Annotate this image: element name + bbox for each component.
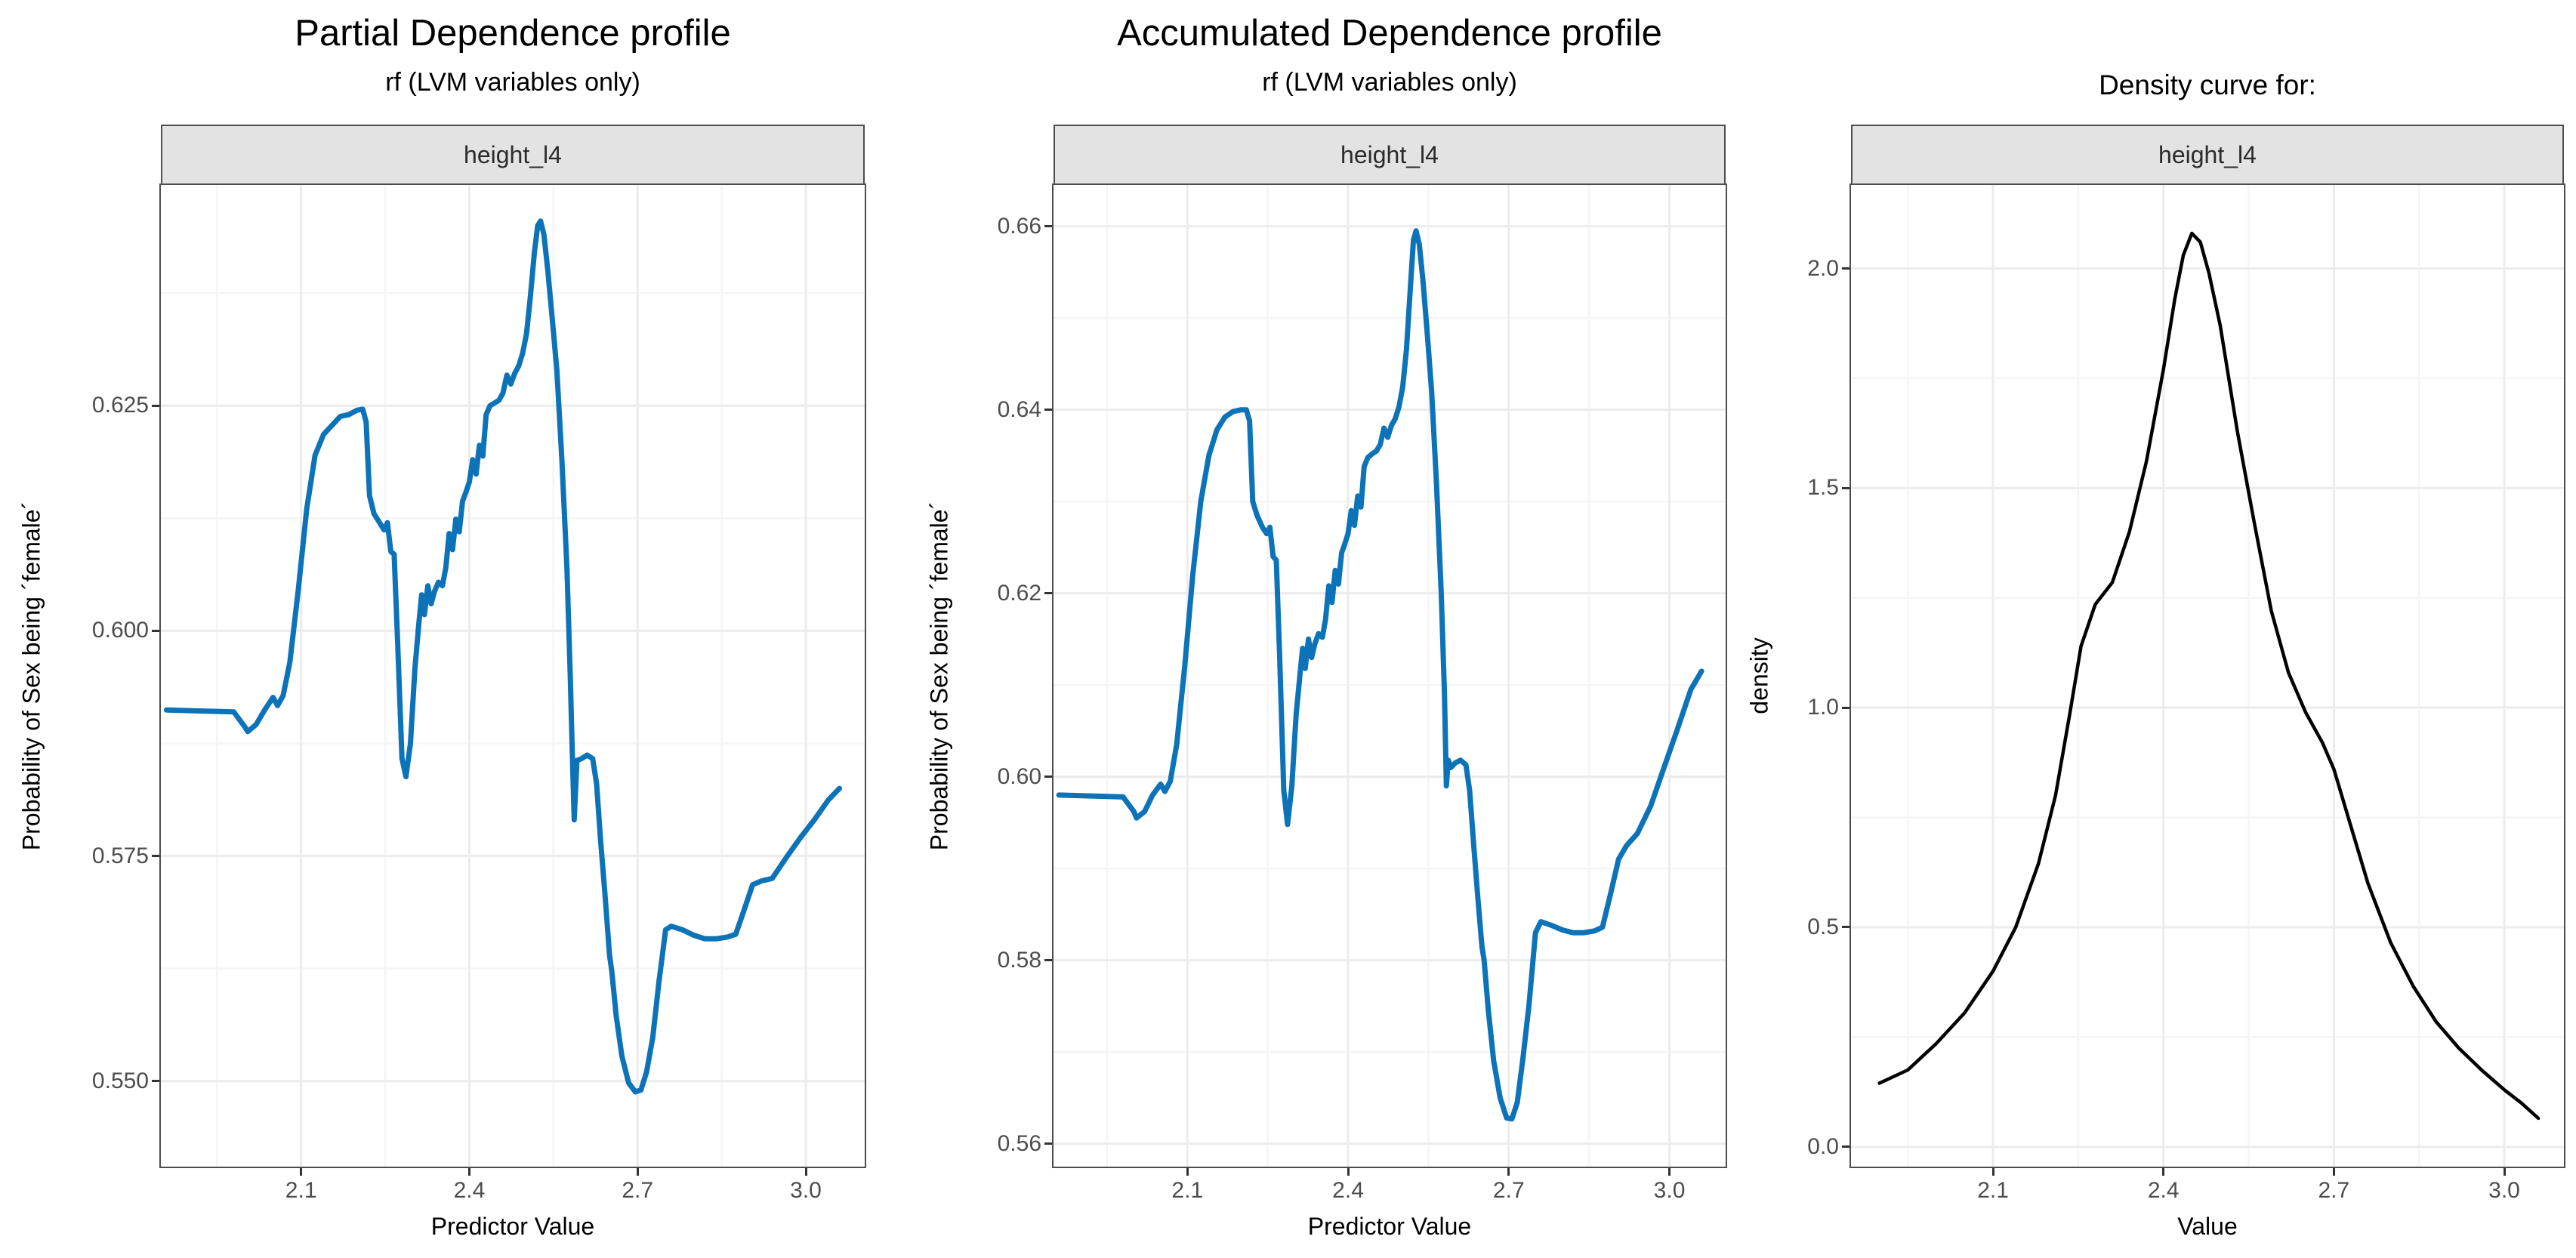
y-tick-mark: [1842, 706, 1849, 709]
x-tick-mark: [2503, 1168, 2506, 1176]
x-tick-label: 2.4: [453, 1178, 486, 1203]
facet-strip-label: height_l4: [464, 140, 562, 168]
facet-strip: height_l4: [1851, 125, 2564, 185]
x-axis-title: Value: [2177, 1213, 2238, 1240]
y-tick-label: 1.5: [1807, 475, 1839, 501]
facet-strip-label: height_l4: [1340, 140, 1439, 168]
y-tick-mark: [1044, 959, 1052, 962]
x-tick-mark: [636, 1168, 639, 1176]
y-tick-mark: [152, 629, 159, 632]
facet-strip: height_l4: [161, 125, 865, 185]
x-tick-label: 2.4: [1332, 1178, 1364, 1203]
gridlines: [1851, 185, 2564, 1167]
panel-border: [159, 183, 866, 1168]
y-tick-label: 0.62: [997, 580, 1041, 606]
y-tick-label: 0.5: [1807, 914, 1839, 939]
series-line-height_l4: [163, 218, 843, 1095]
x-tick-mark: [804, 1168, 807, 1176]
x-tick-label: 3.0: [790, 1178, 822, 1203]
x-axis-title: Predictor Value: [1307, 1213, 1472, 1240]
y-tick-mark: [1842, 1145, 1849, 1149]
x-tick-mark: [1507, 1168, 1510, 1176]
x-tick-label: 2.1: [285, 1178, 317, 1203]
y-tick-label: 0.64: [997, 396, 1041, 422]
facet-strip: height_l4: [1054, 125, 1726, 185]
y-tick-label: 1.0: [1807, 695, 1839, 720]
y-tick-mark: [1044, 409, 1052, 412]
chart-canvas: [161, 185, 865, 1167]
gridlines: [161, 185, 865, 1167]
y-tick-mark: [152, 855, 159, 858]
y-tick-label: 0.66: [997, 213, 1041, 239]
y-tick-mark: [1044, 592, 1052, 595]
x-tick-mark: [300, 1168, 303, 1176]
y-tick-mark: [1842, 267, 1849, 270]
x-tick-label: 2.7: [622, 1178, 654, 1203]
x-tick-label: 2.7: [1492, 1178, 1525, 1203]
y-tick-mark: [1842, 926, 1849, 929]
plot-title: Accumulated Dependence profile: [1117, 13, 1662, 54]
x-tick-mark: [2332, 1168, 2335, 1176]
y-tick-mark: [1044, 225, 1052, 228]
plot-subtitle: rf (LVM variables only): [1262, 68, 1517, 97]
y-tick-label: 0.60: [997, 763, 1041, 789]
y-tick-mark: [152, 1080, 159, 1083]
y-axis-title: Probability of Sex being ´female´: [17, 501, 45, 851]
chart-canvas: [1851, 185, 2564, 1167]
y-tick-label: 0.575: [91, 843, 149, 868]
panel-border: [1052, 183, 1727, 1168]
x-tick-mark: [1186, 1168, 1189, 1176]
gridlines: [1054, 185, 1726, 1167]
x-tick-label: 2.1: [1171, 1178, 1204, 1203]
series-line-height_l4: [1056, 228, 1704, 1122]
plot-subtitle: rf (LVM variables only): [385, 68, 640, 97]
y-tick-mark: [152, 404, 159, 407]
x-tick-label: 3.0: [2488, 1178, 2520, 1203]
x-tick-mark: [1991, 1168, 1994, 1176]
series-line-height_l4: [1877, 231, 2541, 1121]
y-tick-mark: [1842, 486, 1849, 489]
y-tick-label: 0.56: [997, 1130, 1041, 1156]
chart-canvas: [1054, 185, 1726, 1167]
x-tick-label: 2.4: [2147, 1178, 2180, 1203]
plot-title: Partial Dependence profile: [295, 13, 731, 54]
facet-strip-label: height_l4: [2158, 140, 2257, 168]
plot-title: Density curve for:: [2099, 69, 2316, 100]
y-tick-mark: [1044, 775, 1052, 779]
x-tick-mark: [1668, 1168, 1671, 1176]
y-tick-label: 2.0: [1807, 255, 1839, 281]
panel-border: [1849, 183, 2565, 1168]
x-tick-mark: [467, 1168, 470, 1176]
y-tick-label: 0.58: [997, 947, 1041, 973]
x-tick-label: 2.1: [1977, 1178, 2009, 1203]
y-tick-label: 0.550: [91, 1068, 149, 1093]
x-tick-mark: [1347, 1168, 1350, 1176]
x-tick-label: 2.7: [2318, 1178, 2350, 1203]
x-axis-title: Predictor Value: [430, 1213, 595, 1240]
x-tick-mark: [2162, 1168, 2165, 1176]
y-tick-label: 0.600: [91, 618, 149, 643]
x-tick-label: 3.0: [1653, 1178, 1686, 1203]
y-tick-mark: [1044, 1142, 1052, 1145]
y-tick-label: 0.625: [91, 393, 149, 418]
y-axis-title: Probability of Sex being ´female´: [925, 501, 953, 851]
y-axis-title: density: [1745, 637, 1773, 714]
y-tick-label: 0.0: [1807, 1133, 1839, 1159]
